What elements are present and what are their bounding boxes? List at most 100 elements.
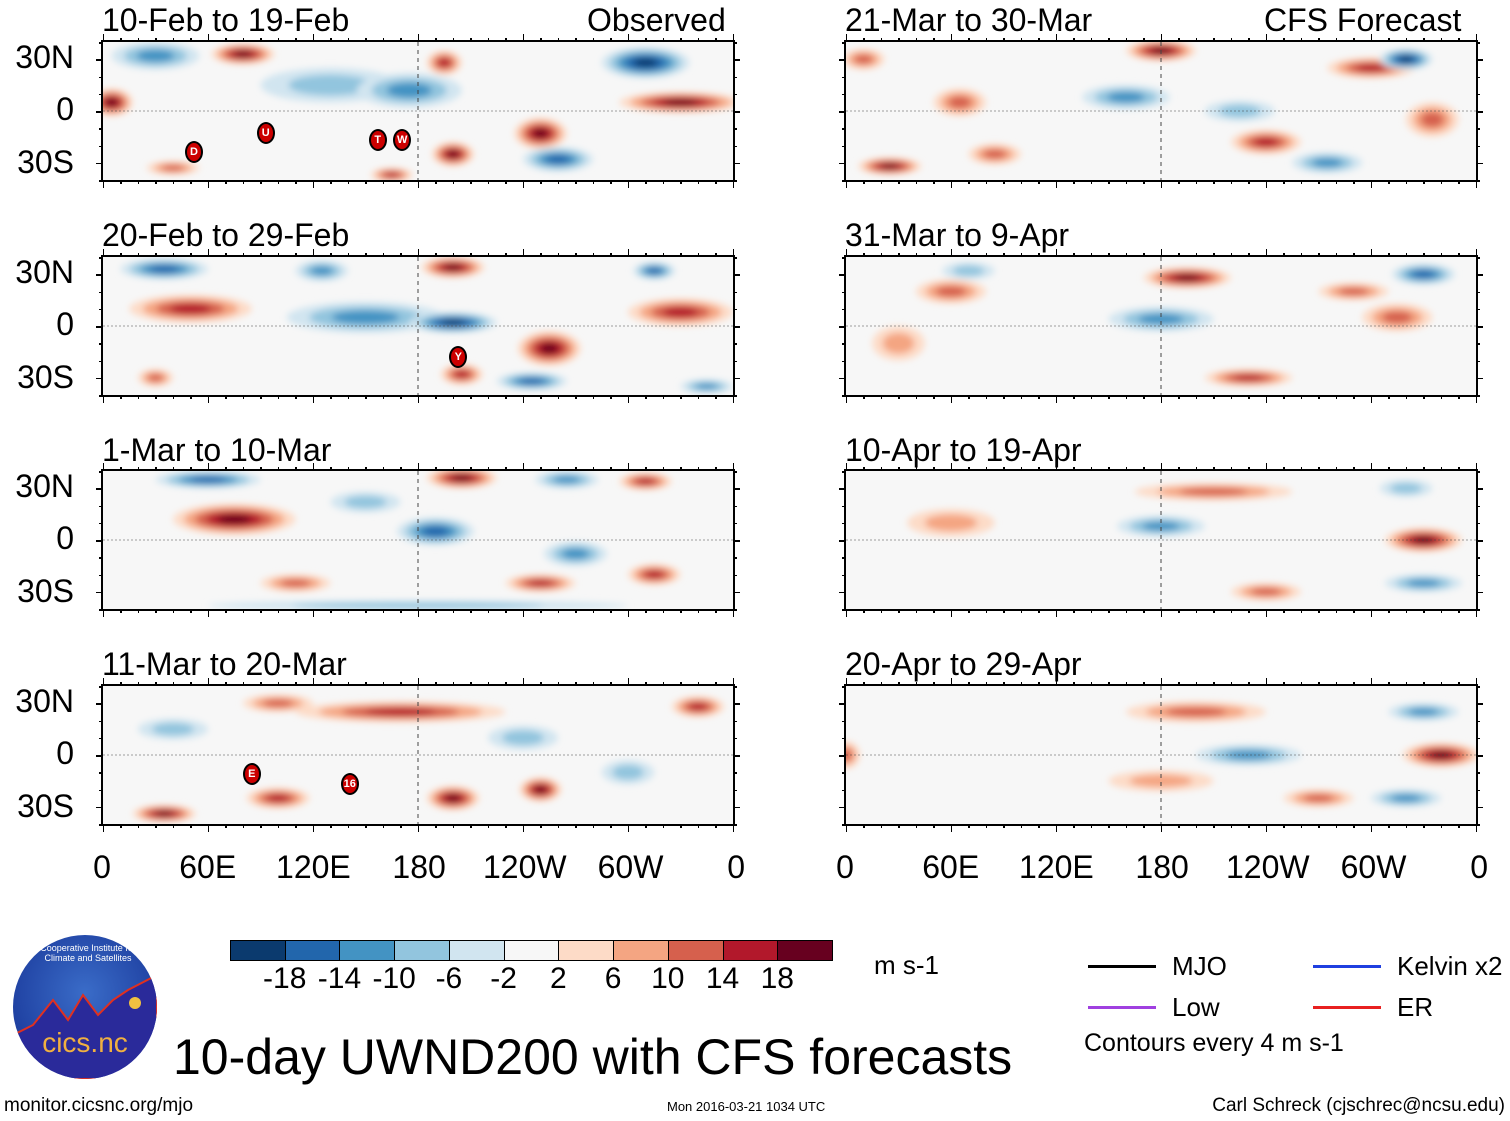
lat-tick [733,609,737,611]
lon-tick [295,609,297,613]
lon-tick [1178,467,1180,471]
field-contour [1356,64,1386,72]
field-contour [444,264,462,271]
lon-tick [1440,38,1442,42]
lon-tick [662,682,664,686]
lon-tick [1213,682,1215,686]
lon-tick [610,253,612,257]
logo-ring-text: Cooperative Institute for Climate and Sa… [40,943,136,963]
lat-tick [1476,360,1480,362]
lat-tick [733,557,737,559]
lon-tick [575,395,577,399]
lon-tick [1458,609,1460,613]
lat-tick [99,128,103,130]
lon-tick [845,180,847,188]
lon-tick [1055,824,1057,832]
lon-tick [1230,395,1232,399]
lat-tick [1476,557,1480,559]
lon-tick [1160,395,1162,403]
lon-tick [295,180,297,184]
lon-tick [1108,682,1110,686]
mountain-graphic [13,973,157,1079]
lon-tick [172,180,174,184]
lon-tick [452,395,454,399]
field-contour [1142,521,1180,531]
lon-tick [1125,180,1127,184]
cyclone-marker: W [393,129,412,152]
lon-tick [915,682,917,686]
lon-tick [1125,253,1127,257]
lat-tick [1476,686,1480,688]
field-contour [1421,112,1444,128]
lon-tick [155,395,157,399]
lon-tick [592,467,594,471]
lon-tick [1073,824,1075,828]
lon-tick [1248,824,1250,828]
field-contour [1382,311,1413,324]
lon-tick [1475,34,1477,42]
lon-tick [1195,253,1197,257]
lat-tick [1476,737,1480,740]
lon-tick [968,467,970,471]
legend-line [1313,965,1381,968]
lon-tick [680,38,682,42]
lon-tick [1125,609,1127,613]
field-contour [170,304,211,314]
field-contour [546,155,570,164]
lon-tick [540,467,542,471]
lon-tick [968,253,970,257]
field-contour [234,51,252,57]
lon-tick [155,467,157,471]
lon-tick [680,682,682,686]
lat-tick [1476,162,1483,165]
lat-tick [842,145,846,147]
lon-tick [470,824,472,828]
lon-tick [137,180,139,184]
lon-tick [1073,682,1075,686]
lon-tick [1038,38,1040,42]
lon-tick [330,253,332,257]
lon-tick [382,253,384,257]
field-contour [1390,483,1422,494]
lon-tick [880,467,882,471]
lon-tick [1335,180,1337,184]
lat-tick [842,360,846,362]
field-contour [1129,774,1193,788]
lon-tick [1213,824,1215,828]
author[interactable]: Carl Schreck (cjschrec@ncsu.edu) [1212,1095,1505,1116]
lat-tick [1476,703,1483,705]
lat-tick [1476,42,1480,44]
lon-tick [277,180,279,184]
lat-tick [839,755,846,757]
lon-tick [1003,38,1005,42]
lon-tick [1300,609,1302,613]
lat-tick [842,76,846,78]
field-contour [534,786,547,793]
lon-tick [190,38,192,42]
lon-tick [1038,180,1040,184]
field-contour [452,475,472,481]
lon-tick [1388,180,1390,184]
lon-tick [880,180,882,184]
lon-tick [207,249,209,257]
lat-tick [839,591,846,594]
lon-tick [1370,609,1372,617]
lon-tick [557,253,559,257]
lat-tick [1476,128,1480,130]
field-contour [1251,588,1281,596]
lon-tick [697,467,699,471]
lon-tick [242,824,244,828]
lat-tick [842,42,846,44]
lon-tick [880,824,882,828]
lon-label: 60E [179,849,237,885]
lon-tick [1108,180,1110,184]
lon-tick [260,253,262,257]
lon-tick [697,395,699,399]
field-contour [136,49,175,62]
lon-tick [1353,609,1355,613]
field-contour [438,58,451,67]
lon-tick [1020,395,1022,399]
lon-tick [400,395,402,399]
source-url[interactable]: monitor.cicsnc.org/mjo [4,1095,194,1116]
lon-tick [985,609,987,613]
